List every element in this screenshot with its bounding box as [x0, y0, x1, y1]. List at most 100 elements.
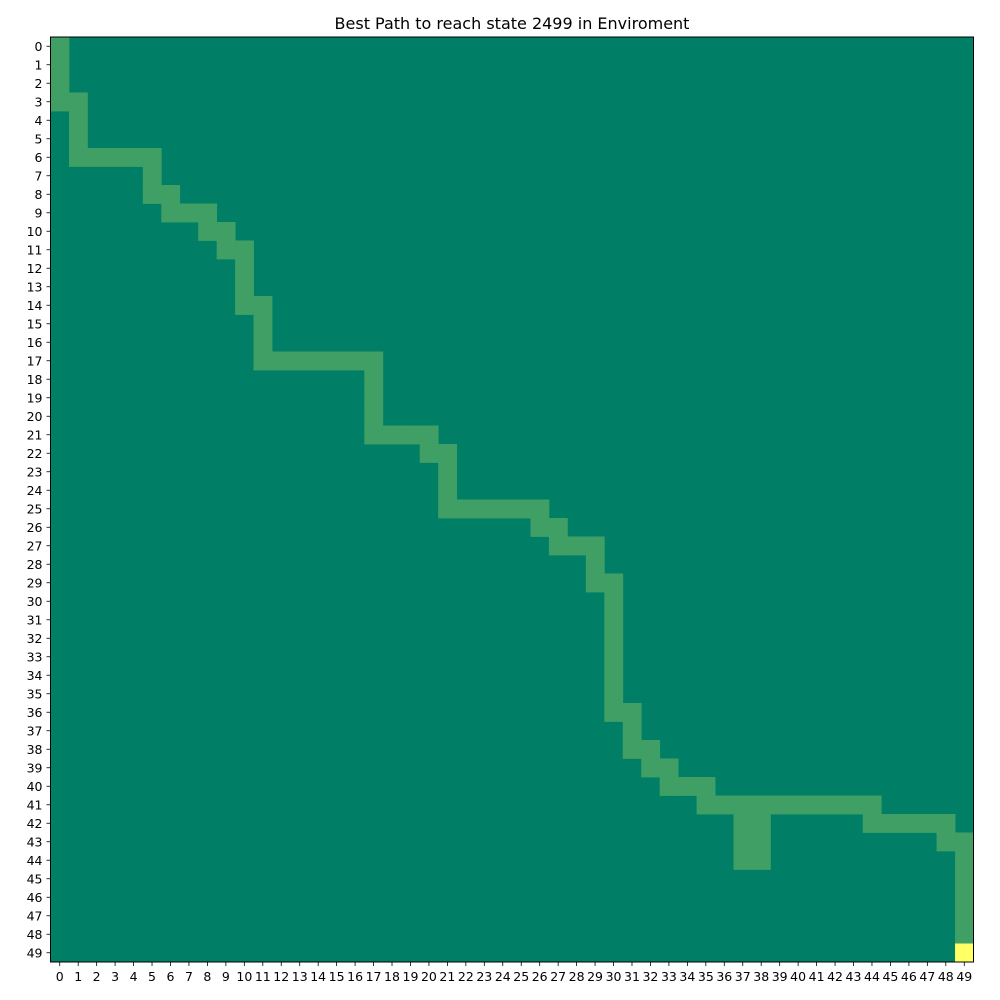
- x-tick-label: 16: [347, 969, 363, 984]
- path-cell: [825, 795, 845, 815]
- path-cell: [751, 832, 771, 852]
- y-tick-label: 28: [27, 557, 43, 572]
- path-cell: [345, 351, 365, 371]
- path-cell: [733, 832, 753, 852]
- path-cell: [253, 314, 273, 334]
- path-cell: [253, 351, 273, 371]
- y-tick-label: 11: [27, 242, 43, 257]
- y-tick-label: 20: [27, 409, 43, 424]
- x-tick-label: 7: [185, 969, 193, 984]
- path-cell: [179, 203, 199, 223]
- y-tick-label: 7: [35, 168, 43, 183]
- x-tick-label: 23: [476, 969, 492, 984]
- path-cell: [955, 851, 974, 870]
- path-cell: [585, 536, 605, 556]
- path-cell: [936, 814, 956, 833]
- y-tick-label: 32: [27, 631, 43, 646]
- path-cell: [68, 92, 88, 112]
- y-tick-label: 9: [35, 205, 43, 220]
- y-tick-label: 41: [27, 797, 43, 812]
- x-tick-label: 38: [753, 969, 769, 984]
- x-tick-label: 28: [569, 969, 585, 984]
- x-tick-label: 11: [255, 969, 271, 984]
- y-tick-label: 42: [27, 816, 43, 831]
- x-tick-label: 39: [772, 969, 788, 984]
- goal-cell: [955, 943, 974, 962]
- y-tick-label: 14: [27, 298, 43, 313]
- y-tick-label: 40: [27, 779, 43, 794]
- path-cell: [419, 444, 439, 463]
- path-cell: [475, 499, 494, 519]
- path-cell: [548, 518, 568, 537]
- x-tick-label: 35: [698, 969, 714, 984]
- x-tick-label: 13: [292, 969, 308, 984]
- path-cell: [788, 795, 808, 815]
- x-tick-label: 32: [642, 969, 658, 984]
- path-cell: [955, 869, 974, 889]
- y-tick-label: 48: [27, 927, 43, 942]
- path-cell: [438, 462, 458, 482]
- y-tick-label: 38: [27, 742, 43, 757]
- path-cell: [678, 777, 697, 796]
- heatmap-cells: [50, 37, 974, 962]
- x-tick-label: 6: [167, 969, 175, 984]
- path-cell: [844, 795, 864, 815]
- y-tick-label: 25: [27, 501, 43, 516]
- path-cell: [751, 814, 771, 833]
- y-tick-label: 39: [27, 760, 43, 775]
- path-cell: [604, 592, 624, 611]
- y-tick-label: 13: [27, 279, 43, 294]
- path-cell: [548, 536, 568, 556]
- path-cell: [142, 185, 162, 204]
- y-tick-label: 17: [27, 353, 43, 368]
- path-cell: [696, 795, 716, 815]
- path-cell: [955, 888, 974, 907]
- x-tick-label: 27: [550, 969, 566, 984]
- x-tick-label: 30: [606, 969, 622, 984]
- y-axis-ticks: 0123456789101112131415161718192021222324…: [27, 39, 51, 960]
- path-cell: [955, 832, 974, 852]
- x-tick-label: 48: [938, 969, 954, 984]
- x-tick-label: 5: [148, 969, 156, 984]
- x-tick-label: 40: [790, 969, 806, 984]
- x-tick-label: 47: [919, 969, 935, 984]
- path-cell: [604, 666, 624, 685]
- path-cell: [918, 814, 937, 833]
- x-tick-label: 31: [624, 969, 640, 984]
- x-tick-label: 15: [329, 969, 345, 984]
- y-tick-label: 8: [35, 187, 43, 202]
- path-cell: [68, 148, 88, 167]
- path-cell: [308, 351, 328, 371]
- x-tick-label: 17: [366, 969, 382, 984]
- path-cell: [50, 37, 70, 56]
- path-cell: [401, 425, 421, 445]
- y-tick-label: 16: [27, 335, 43, 350]
- path-cell: [862, 814, 882, 833]
- path-cell: [364, 425, 384, 445]
- path-cell: [604, 573, 624, 593]
- y-tick-label: 34: [27, 668, 43, 683]
- path-cell: [641, 740, 661, 759]
- path-cell: [235, 277, 254, 297]
- path-cell: [290, 351, 310, 371]
- y-tick-label: 21: [27, 427, 43, 442]
- y-tick-label: 33: [27, 649, 43, 664]
- x-tick-label: 29: [587, 969, 603, 984]
- y-tick-label: 22: [27, 446, 43, 461]
- path-cell: [161, 185, 181, 204]
- path-cell: [142, 166, 162, 186]
- path-cell: [68, 129, 88, 149]
- y-tick-label: 49: [27, 945, 43, 960]
- path-cell: [198, 222, 218, 241]
- path-cell: [512, 499, 531, 519]
- x-tick-label: 37: [735, 969, 751, 984]
- y-tick-label: 10: [27, 224, 43, 239]
- y-tick-label: 43: [27, 834, 43, 849]
- path-cell: [124, 148, 144, 167]
- y-tick-label: 15: [27, 316, 43, 331]
- path-cell: [456, 499, 476, 519]
- x-tick-label: 42: [827, 969, 843, 984]
- path-cell: [733, 851, 753, 870]
- x-tick-label: 46: [901, 969, 917, 984]
- x-tick-label: 49: [956, 969, 972, 984]
